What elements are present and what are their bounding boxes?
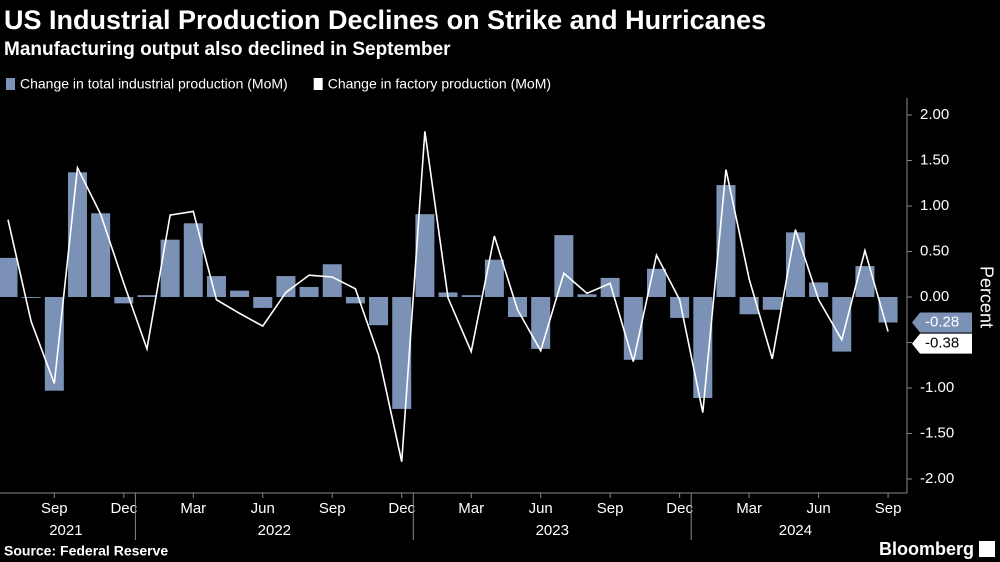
- source: Source: Federal Reserve: [4, 543, 168, 559]
- x-year-label: 2023: [536, 522, 569, 539]
- y-tick-label: 1.50: [920, 151, 949, 168]
- end-label-box: [912, 312, 972, 333]
- bar: [392, 297, 412, 409]
- bar: [809, 282, 829, 297]
- bar: [693, 297, 713, 399]
- legend-label: Change in total industrial production (M…: [20, 76, 288, 92]
- bar: [0, 257, 18, 297]
- legend-swatch: [6, 78, 15, 90]
- bar: [415, 214, 435, 297]
- bar: [577, 294, 597, 297]
- bar: [670, 297, 690, 318]
- x-tick-label: Sep: [41, 500, 68, 517]
- bar: [785, 232, 805, 297]
- x-tick-label: Sep: [597, 500, 624, 517]
- y-tick-label: 0.50: [920, 242, 949, 259]
- bar: [230, 290, 250, 297]
- x-tick-label: Jun: [807, 500, 831, 517]
- x-tick-label: Dec: [666, 500, 693, 517]
- bar: [67, 172, 87, 297]
- bar: [44, 297, 64, 391]
- end-label-text: -0.28: [925, 313, 959, 330]
- end-label-box: [912, 333, 972, 354]
- x-tick-label: Mar: [180, 500, 206, 517]
- x-tick-label: Jun: [251, 500, 275, 517]
- brand-icon: [979, 541, 995, 557]
- bar: [762, 297, 782, 310]
- bar: [461, 295, 481, 297]
- y-axis-title: Percent: [976, 266, 996, 328]
- bar: [137, 295, 157, 297]
- bar: [299, 286, 319, 297]
- bar: [206, 276, 226, 297]
- line: [7, 131, 889, 462]
- legend-swatch: [313, 78, 323, 90]
- x-tick-label: Sep: [319, 500, 346, 517]
- bar: [832, 297, 852, 352]
- y-tick-label: -1.00: [920, 379, 954, 396]
- y-tick-label: 2.00: [920, 106, 949, 123]
- end-label: -0.38: [912, 333, 972, 354]
- bar: [276, 276, 296, 297]
- x-tick-label: Dec: [110, 500, 137, 517]
- x-year-label: 2021: [49, 522, 82, 539]
- end-label-text: -0.38: [925, 335, 959, 352]
- bar: [183, 223, 203, 297]
- x-tick-label: Dec: [388, 500, 415, 517]
- bar: [600, 277, 620, 297]
- bar: [739, 297, 759, 315]
- y-tick-label: 0.00: [920, 288, 949, 305]
- bar: [508, 297, 528, 318]
- bar: [345, 297, 365, 304]
- x-year-label: 2024: [779, 522, 812, 539]
- x-tick-label: Jun: [529, 500, 553, 517]
- brand: Bloomberg: [879, 539, 974, 559]
- y-tick-label: -1.50: [920, 424, 954, 441]
- bar: [369, 297, 389, 326]
- x-year-label: 2022: [258, 522, 291, 539]
- x-tick-label: Sep: [875, 500, 902, 517]
- bar: [253, 297, 273, 308]
- chart-title: US Industrial Production Declines on Str…: [4, 5, 766, 35]
- y-tick-label: -2.00: [920, 470, 954, 487]
- x-tick-label: Mar: [736, 500, 762, 517]
- end-label: -0.28: [912, 312, 972, 333]
- chart-subtitle: Manufacturing output also declined in Se…: [4, 39, 451, 60]
- bar: [114, 297, 134, 304]
- x-tick-label: Mar: [458, 500, 484, 517]
- bar: [160, 239, 180, 297]
- bar: [322, 264, 342, 297]
- bar: [91, 213, 111, 297]
- bar: [21, 297, 41, 298]
- bar: [855, 266, 875, 297]
- bar: [484, 259, 504, 297]
- bar: [554, 235, 574, 297]
- y-tick-label: 1.00: [920, 197, 949, 214]
- bar: [531, 297, 551, 349]
- legend-label: Change in factory production (MoM): [328, 76, 551, 92]
